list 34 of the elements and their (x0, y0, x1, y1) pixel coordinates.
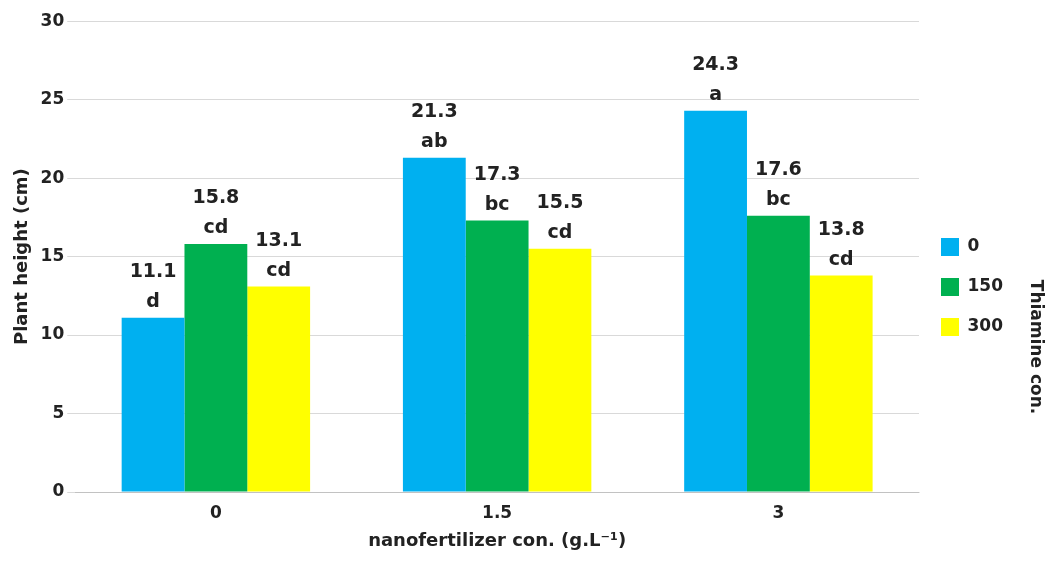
x-tick-label: 1.5 (482, 501, 513, 522)
data-label: 13.8 cd (817, 216, 865, 269)
y-tick-label: 25 (40, 88, 65, 109)
data-label: 11.1 d (129, 259, 177, 312)
y-tick-label: 30 (40, 9, 65, 30)
y-tick-label: 0 (52, 480, 65, 501)
bar (684, 110, 747, 492)
bar (247, 286, 311, 492)
data-label: 24.3 a (692, 52, 740, 105)
data-label: 21.3 ab (410, 99, 458, 152)
y-axis-title: Plant height (cm) (10, 168, 32, 346)
bar (809, 275, 873, 492)
legend-title: Thiamine con. (1026, 279, 1047, 415)
legend-label: 150 (967, 275, 1004, 296)
x-tick-label: 3 (772, 501, 785, 522)
bar (528, 248, 592, 492)
bar (402, 157, 466, 492)
bar (746, 215, 810, 492)
data-label: 17.3 bc (473, 161, 521, 214)
bar (121, 317, 185, 492)
y-tick-label: 10 (40, 323, 65, 344)
x-axis-title: nanofertilizer con. (g.L⁻¹) (368, 528, 627, 550)
data-label: 15.5 cd (536, 190, 584, 243)
data-label: 13.1 cd (255, 227, 303, 280)
legend-label: 0 (967, 235, 980, 256)
data-label: 17.6 bc (754, 157, 802, 210)
data-label: 15.8 cd (192, 185, 240, 238)
bar (184, 244, 248, 492)
legend-label: 300 (967, 315, 1004, 336)
y-tick-label: 5 (52, 401, 65, 422)
y-tick-label: 20 (40, 166, 65, 187)
x-tick-label: 0 (209, 501, 222, 522)
y-tick-label: 15 (40, 245, 65, 266)
bar (465, 220, 529, 492)
